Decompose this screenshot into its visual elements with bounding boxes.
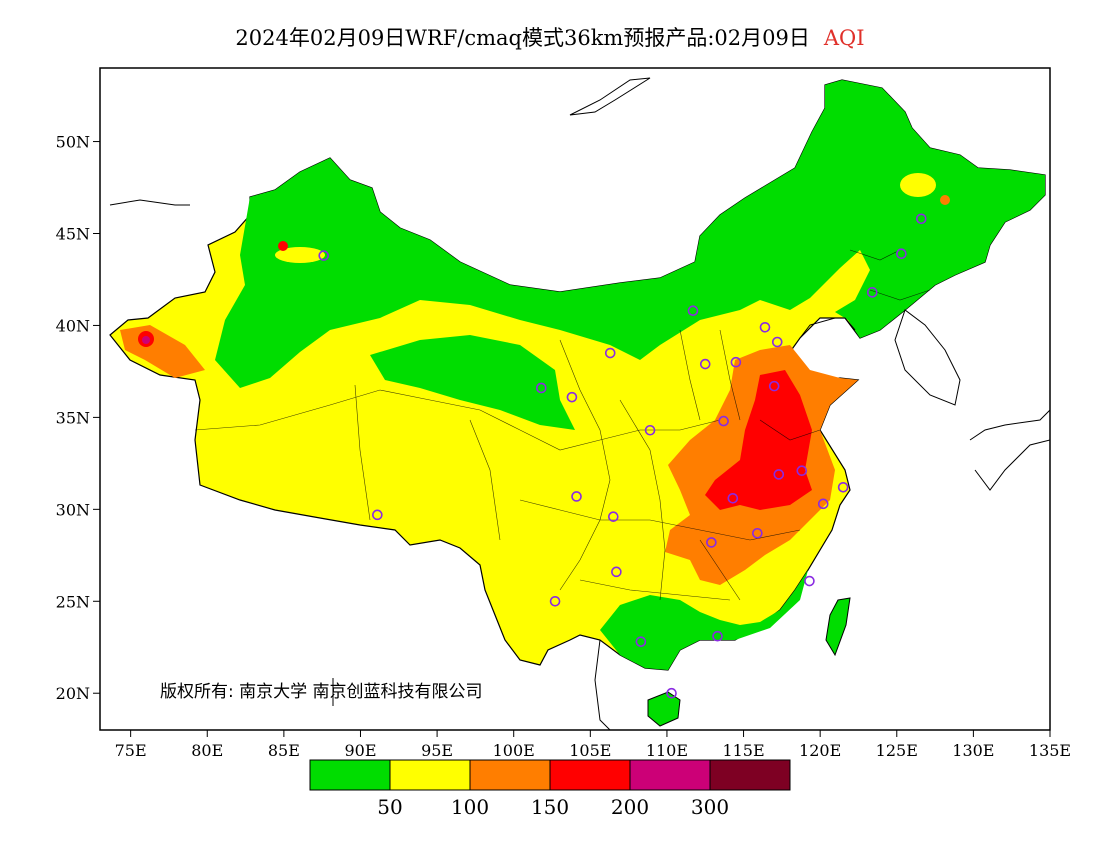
hainan-island: [647, 691, 681, 727]
station-marker: [699, 358, 711, 370]
coastline-russia: [109, 77, 651, 206]
station-marker: [706, 537, 717, 548]
station-marker: [730, 356, 742, 368]
lon-tick-label: 125E: [876, 741, 918, 760]
lon-tick-label: 75E: [115, 741, 147, 760]
title-variable: AQI: [823, 26, 865, 50]
legend-labels: 50 100 150 200 300: [377, 795, 729, 819]
lon-tick-label: 100E: [493, 741, 535, 760]
legend-swatch: [389, 759, 471, 791]
title-main: 2024年02月09日WRF/cmaq模式36km预报产品:02月09日: [235, 26, 810, 50]
lon-tick-label: 120E: [799, 741, 841, 760]
red-spot-xj: [278, 241, 288, 251]
lon-tick-label: 135E: [1029, 741, 1071, 760]
lat-tick-label: 40N: [56, 316, 90, 335]
latitude-ticks: 50N 45N 40N 35N 30N 25N 20N: [56, 133, 100, 703]
station-marker: [318, 250, 330, 261]
map-title: 2024年02月09日WRF/cmaq模式36km预报产品:02月09日 AQI: [0, 22, 1100, 52]
legend-swatch: [549, 759, 631, 791]
station-marker: [768, 380, 780, 392]
legend-label: 150: [531, 795, 569, 819]
coastline-korea-japan: [894, 309, 1050, 491]
station-marker: [635, 636, 647, 648]
lat-tick-label: 25N: [56, 592, 90, 611]
station-marker: [372, 509, 383, 521]
station-marker: [727, 492, 739, 504]
coastline-sea: [594, 317, 856, 730]
lon-tick-label: 95E: [421, 741, 453, 760]
copyright-text: 版权所有: 南京大学 南京创蓝科技有限公司: [160, 682, 483, 702]
station-marker: [535, 382, 547, 394]
station-marker: [915, 213, 927, 225]
station-marker: [771, 336, 783, 348]
legend-swatch: [469, 759, 551, 791]
lon-tick-label: 130E: [952, 741, 994, 760]
station-marker: [611, 566, 622, 578]
longitude-ticks: 75E 80E 85E 90E 95E 100E 105E 110E 115E 120E 125E 1…: [115, 730, 1071, 760]
station-marker: [718, 415, 729, 427]
hotspot-kashgar-peak: [142, 336, 150, 344]
station-marker: [644, 424, 656, 436]
lon-tick-label: 110E: [646, 741, 688, 760]
lat-tick-label: 35N: [56, 408, 90, 427]
station-marker: [866, 287, 878, 298]
station-marker: [817, 498, 829, 510]
lon-tick-label: 80E: [191, 741, 223, 760]
station-marker: [752, 527, 763, 539]
station-marker: [773, 469, 785, 480]
legend-label: 200: [611, 795, 649, 819]
green-northwest: [215, 80, 1045, 388]
yellow-spot-ne: [900, 173, 936, 197]
station-marker: [549, 595, 561, 607]
station-marker: [759, 321, 771, 333]
station-marker: [608, 511, 619, 522]
station-marker: [837, 481, 849, 493]
map-frame: [99, 67, 1051, 731]
map-area: [109, 77, 1050, 730]
green-qinghai: [370, 335, 575, 430]
station-marker: [666, 687, 677, 699]
stations-layer: [318, 213, 927, 699]
red-core: [705, 370, 812, 510]
station-marker: [712, 630, 723, 642]
station-marker: [566, 391, 578, 403]
legend-swatch: [309, 759, 391, 791]
legend-swatch: [629, 759, 711, 791]
lon-tick-label: 90E: [344, 741, 376, 760]
lat-tick-label: 20N: [56, 684, 90, 703]
station-marker: [896, 248, 907, 260]
station-marker: [604, 347, 616, 359]
lon-tick-label: 115E: [722, 741, 764, 760]
legend-label: 100: [451, 795, 489, 819]
legend-swatch: [709, 759, 791, 791]
lat-tick-label: 50N: [56, 133, 90, 152]
station-marker: [687, 305, 699, 317]
province-boundaries: [194, 249, 931, 601]
station-marker: [804, 575, 815, 587]
lon-tick-label: 85E: [268, 741, 300, 760]
taiwan-island: [825, 597, 851, 657]
legend-label: 50: [377, 795, 402, 819]
station-marker: [796, 465, 808, 477]
green-south: [600, 570, 808, 670]
lon-tick-label: 105E: [569, 741, 611, 760]
orange-spot-ne: [940, 195, 950, 205]
station-marker: [571, 491, 582, 502]
legend-label: 300: [691, 795, 729, 819]
legend-colorbar: [309, 759, 791, 791]
yellow-spot-xj: [275, 247, 325, 263]
lat-tick-label: 30N: [56, 500, 90, 519]
lat-tick-label: 45N: [56, 225, 90, 244]
